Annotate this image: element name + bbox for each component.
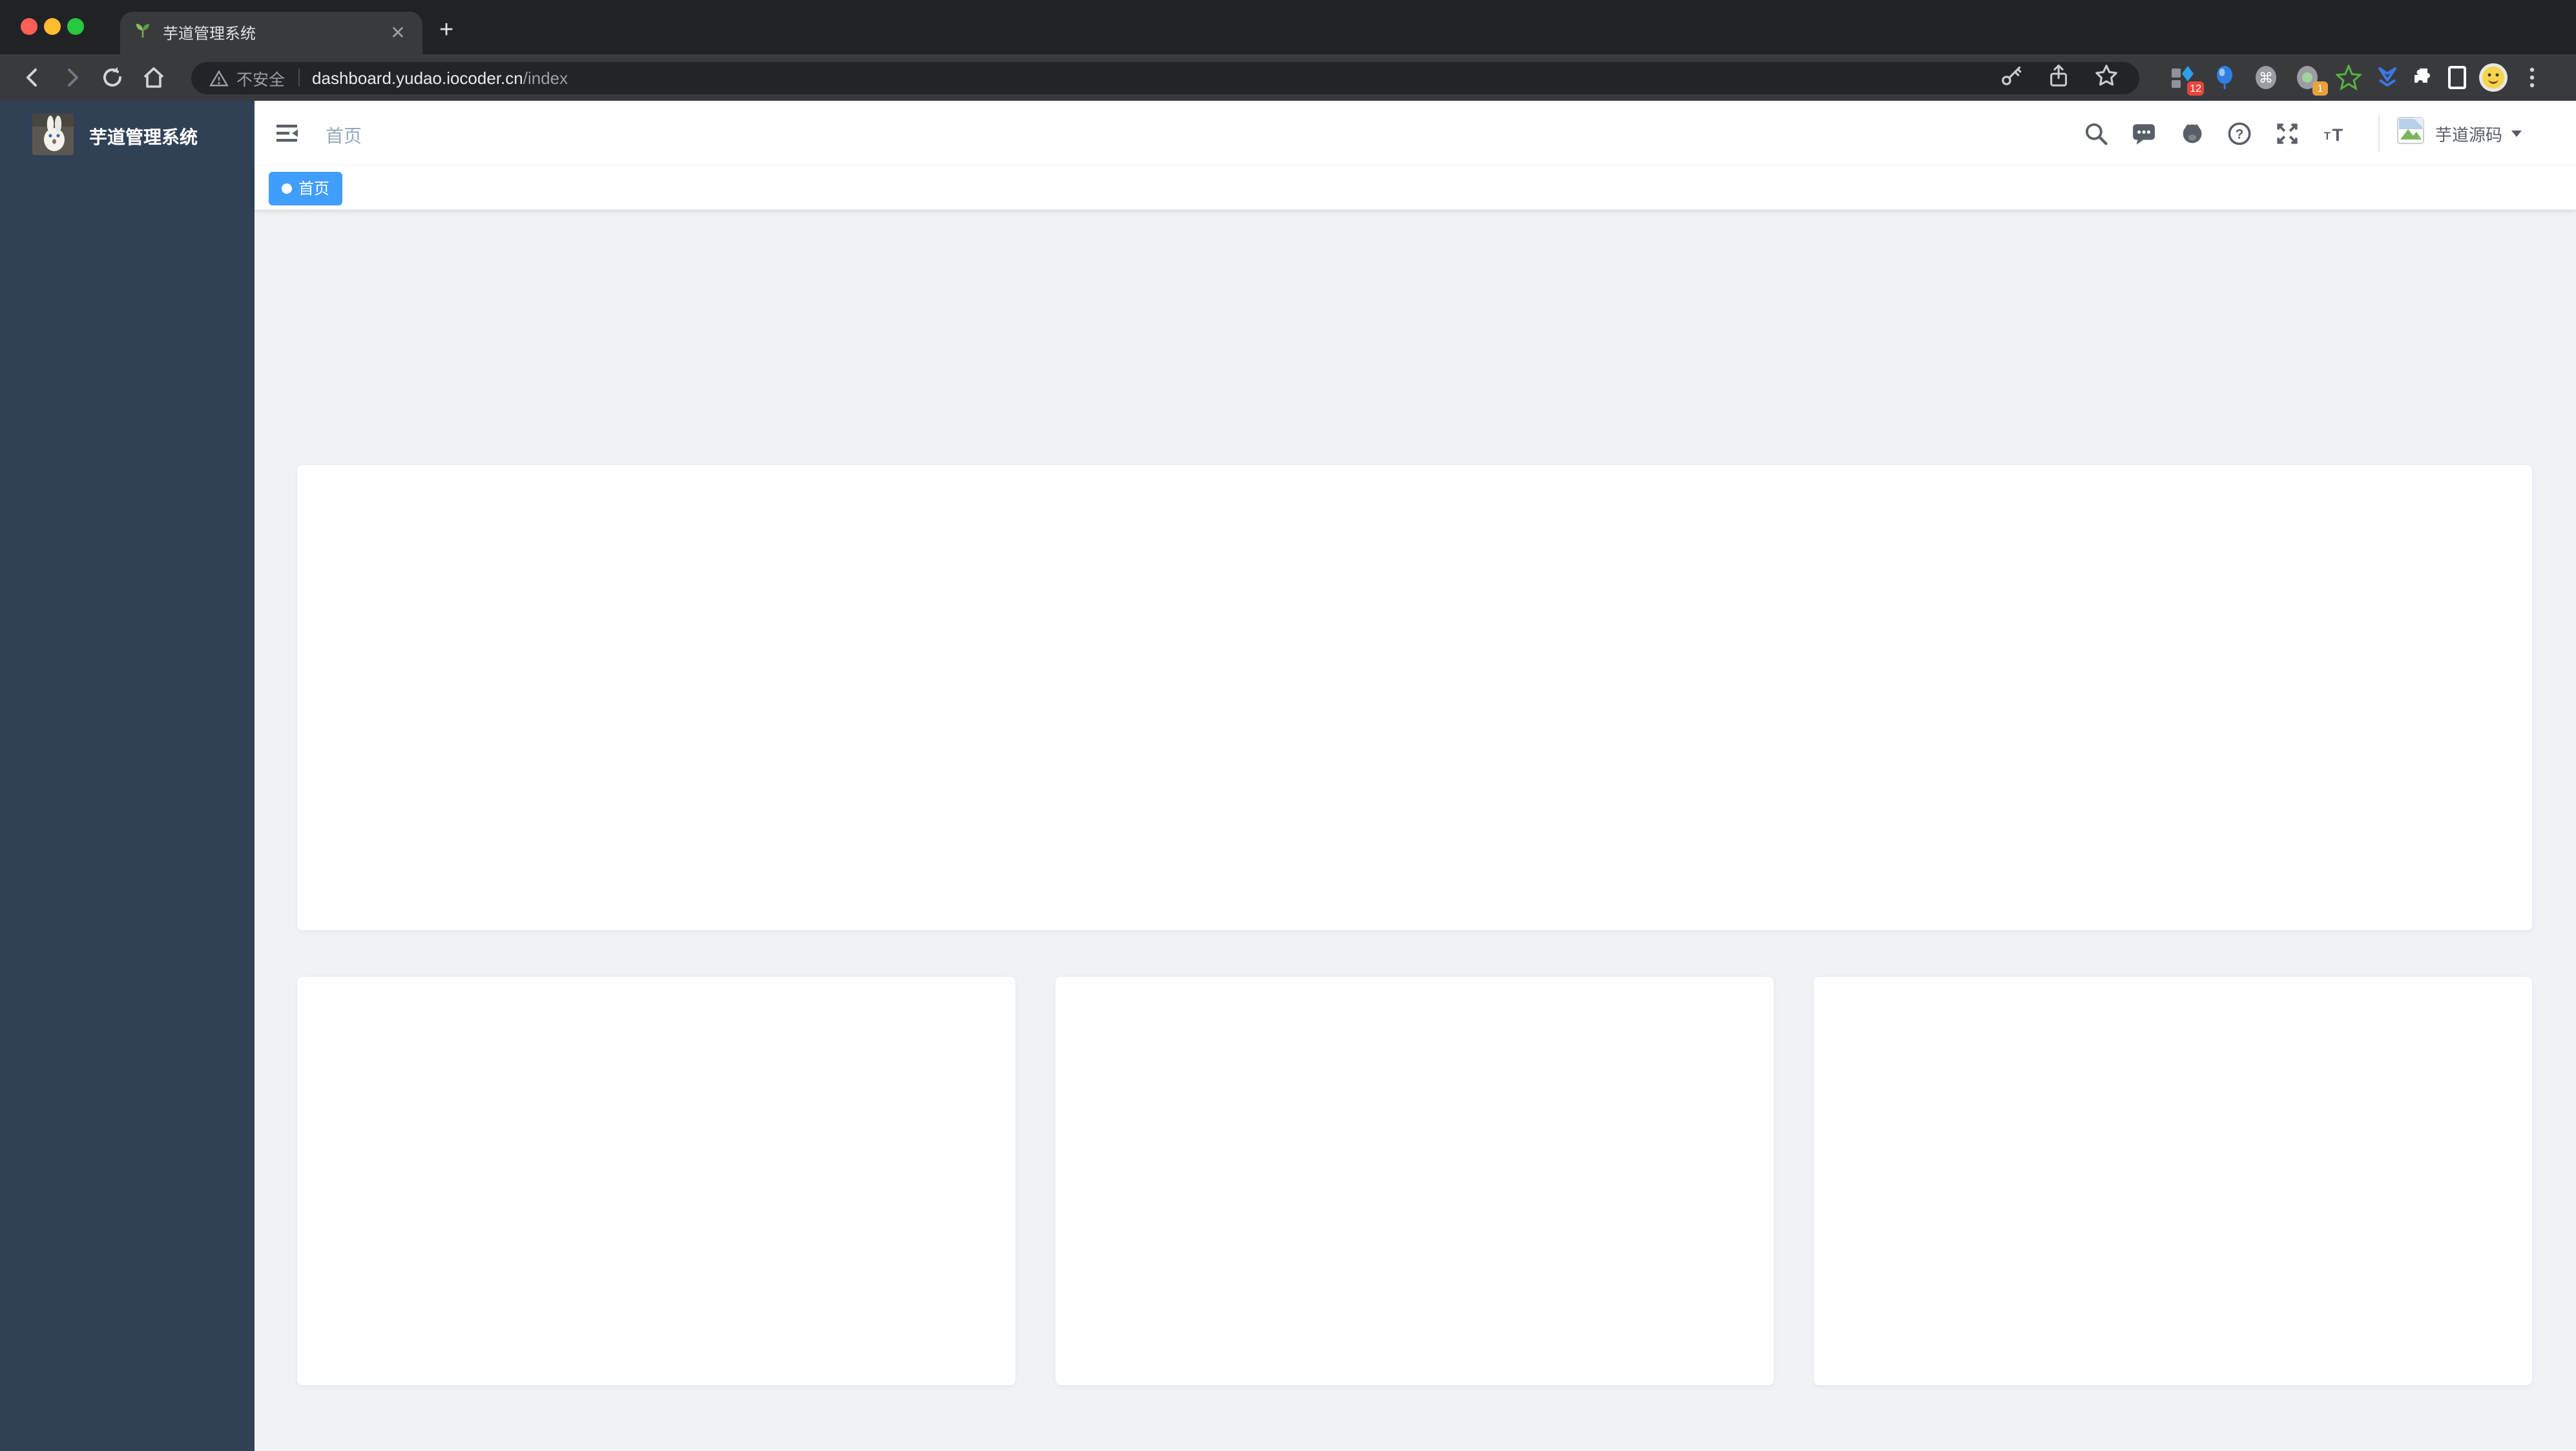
user-avatar (2395, 114, 2426, 152)
extension-tampermonkey-icon[interactable]: 12 (2170, 65, 2204, 96)
back-button[interactable] (18, 63, 47, 98)
tag-home[interactable]: 首页 (269, 171, 343, 205)
divider (298, 68, 300, 87)
sidebar-toggle-icon[interactable] (274, 120, 300, 152)
extension-blue-chevrons-icon[interactable] (2374, 65, 2400, 90)
share-icon[interactable] (2046, 63, 2071, 92)
tab-favicon-seedling-icon (133, 20, 152, 46)
line-chart-card (297, 465, 2532, 930)
app-root: 芋道管理系统 首页 ? (0, 101, 2576, 1451)
tag-active-dot (282, 183, 292, 193)
search-icon[interactable] (2084, 120, 2110, 146)
breadcrumb[interactable]: 首页 (326, 125, 362, 146)
reading-mode-icon[interactable] (2444, 65, 2470, 90)
pie-chart-card (1055, 977, 1774, 1385)
bookmark-star-icon[interactable] (2094, 63, 2119, 92)
extension-badge: 12 (2187, 81, 2204, 96)
svg-text:⌘: ⌘ (2259, 70, 2273, 86)
user-menu[interactable]: 芋道源码 (2378, 114, 2522, 152)
home-button[interactable] (140, 63, 168, 98)
radar-chart-card (297, 977, 1015, 1385)
svg-text:T: T (2332, 124, 2343, 144)
dashboard-content (254, 211, 2576, 1451)
forward-button[interactable] (58, 63, 87, 98)
tab-title: 芋道管理系统 (163, 25, 256, 43)
tag-label: 首页 (298, 180, 330, 198)
browser-tab-strip: 芋道管理系统 ✕ + (0, 0, 2576, 54)
fullscreen-icon[interactable] (2275, 120, 2301, 146)
extension-badge: 1 (2312, 81, 2328, 96)
window-close-button[interactable] (21, 18, 37, 35)
password-key-icon[interactable] (1999, 63, 2023, 92)
window-minimize-button[interactable] (44, 18, 61, 35)
reload-button[interactable] (98, 63, 127, 98)
extensions-puzzle-icon[interactable] (2411, 65, 2436, 90)
browser-tab[interactable]: 芋道管理系统 ✕ (120, 12, 422, 54)
sidebar: 芋道管理系统 (0, 101, 254, 1451)
caret-down-icon (2511, 130, 2522, 136)
new-tab-button[interactable]: + (439, 17, 454, 44)
help-icon[interactable]: ? (2227, 120, 2253, 146)
extension-balloon-icon[interactable] (2212, 65, 2238, 90)
tab-close-icon[interactable]: ✕ (390, 22, 406, 43)
security-label: 不安全 (236, 70, 286, 89)
svg-text:T: T (2324, 130, 2331, 141)
browser-profile-avatar[interactable] (2478, 62, 2508, 92)
security-warning-icon[interactable] (209, 68, 229, 87)
sidebar-logo[interactable]: 芋道管理系统 (0, 101, 254, 173)
extension-command-icon[interactable]: ⌘ (2253, 65, 2279, 90)
bar-chart-card (1814, 977, 2532, 1385)
url-host: dashboard.yudao.iocoder.cn (312, 68, 523, 87)
extension-recorder-icon[interactable]: 1 (2294, 65, 2328, 96)
tags-view: 首页 (254, 165, 2576, 211)
app-title: 芋道管理系统 (89, 127, 198, 147)
url-path: /index (523, 68, 568, 87)
username: 芋道源码 (2435, 125, 2502, 144)
message-icon[interactable] (2132, 120, 2157, 146)
address-bar[interactable]: 不安全 dashboard.yudao.iocoder.cn/index (191, 61, 2139, 94)
window-zoom-button[interactable] (67, 18, 84, 35)
extension-green-star-icon[interactable] (2334, 63, 2363, 91)
browser-toolbar: 不安全 dashboard.yudao.iocoder.cn/index 12 … (0, 54, 2576, 101)
browser-menu-dots-icon[interactable] (2519, 65, 2545, 90)
logo-rabbit-image (32, 113, 74, 161)
svg-text:?: ? (2236, 127, 2245, 141)
github-icon[interactable] (2179, 120, 2205, 146)
